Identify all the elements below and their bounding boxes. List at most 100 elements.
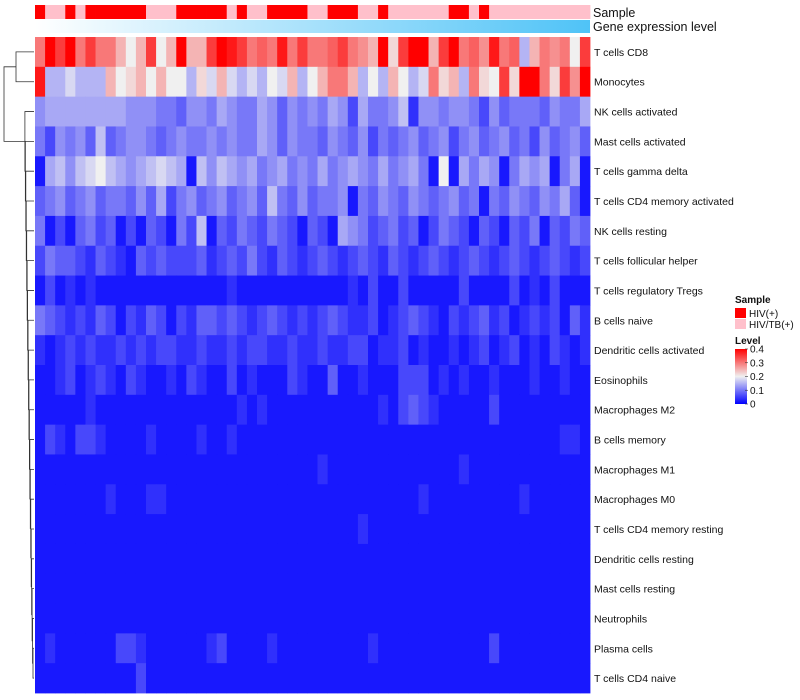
heatmap-cell [368, 335, 379, 366]
heatmap-cell [196, 186, 207, 217]
heatmap-cell [479, 37, 490, 68]
heatmap-cell [579, 484, 591, 515]
heatmap-cell [438, 633, 450, 664]
heatmap-cell [499, 573, 510, 604]
heatmap-cell [479, 275, 490, 306]
sample-cell [489, 5, 500, 19]
heatmap-cell [337, 66, 349, 98]
row-label: Dendritic cells resting [594, 554, 694, 566]
heatmap-cell [226, 66, 238, 98]
heatmap-cell [569, 365, 581, 396]
heatmap-cell [519, 543, 530, 575]
heatmap-cell [368, 66, 379, 98]
heatmap-cell [368, 514, 379, 545]
heatmap-cell [579, 335, 591, 366]
heatmap-cell [327, 96, 339, 127]
heatmap-cell [45, 126, 56, 157]
heatmap-cell [156, 454, 167, 485]
heatmap-cell [156, 275, 167, 306]
heatmap-cell [398, 126, 409, 157]
heatmap-cell [65, 126, 76, 157]
heatmap-cell [45, 96, 56, 127]
heatmap-cell [347, 37, 359, 68]
heatmap-cell [115, 305, 127, 336]
heatmap-cell [95, 215, 107, 247]
heatmap-cell [347, 96, 359, 127]
heatmap-cell [317, 335, 329, 366]
heatmap-cell [85, 573, 96, 604]
heatmap-cell [75, 454, 86, 485]
heatmap-cell [408, 633, 419, 664]
legend-tick-label: 0 [750, 400, 756, 411]
heatmap-cell [216, 454, 228, 485]
heatmap-cell [176, 245, 187, 276]
heatmap-cell [196, 663, 207, 694]
heatmap-cell [539, 126, 551, 157]
heatmap-cell [35, 484, 46, 515]
heatmap-cell [559, 424, 571, 455]
legend-tick-label: 0.2 [750, 372, 764, 383]
heatmap-cell [458, 96, 470, 127]
sample-cell [317, 5, 329, 19]
heatmap-cell [579, 543, 591, 575]
heatmap-cell [257, 186, 268, 217]
heatmap-cell [166, 454, 177, 485]
heatmap-cell [35, 156, 46, 187]
heatmap-cell [35, 66, 46, 98]
heatmap-cell [327, 37, 339, 68]
heatmap-cell [156, 96, 167, 127]
heatmap-cell [489, 514, 500, 545]
sample-cell [519, 5, 530, 19]
heatmap-cell [277, 663, 288, 694]
heatmap-cell [479, 156, 490, 187]
heatmap-cell [216, 275, 228, 306]
sample-cell [156, 5, 167, 19]
heatmap-cell [196, 37, 207, 68]
heatmap-cell [65, 215, 76, 247]
heatmap-cell [569, 424, 581, 455]
heatmap-cell [85, 514, 96, 545]
heatmap-cell [216, 543, 228, 575]
heatmap-cell [549, 603, 561, 634]
heatmap-cell [579, 305, 591, 336]
heatmap-cell [277, 215, 288, 247]
heatmap-cell [438, 484, 450, 515]
heatmap-cell [115, 245, 127, 276]
heatmap-cell [297, 335, 308, 366]
heatmap-cell [95, 633, 107, 664]
heatmap-cell [509, 186, 520, 217]
heatmap-cell [246, 394, 258, 426]
sample-annotation-label: Sample [593, 6, 635, 20]
heatmap-cell [226, 96, 238, 127]
heatmap-cell [569, 96, 581, 127]
heatmap-cell [156, 365, 167, 396]
heatmap-cell [257, 484, 268, 515]
heatmap-cell [388, 394, 399, 426]
heatmap-cell [398, 543, 409, 575]
heatmap-cell [519, 37, 530, 68]
sample-cell [277, 5, 288, 19]
heatmap-cells [35, 37, 591, 694]
heatmap-cell [468, 484, 480, 515]
heatmap-cell [55, 156, 66, 187]
heatmap-cell [559, 633, 571, 664]
heatmap-cell [135, 66, 147, 98]
heatmap-cell [337, 335, 349, 366]
heatmap-cell [539, 156, 551, 187]
heatmap-cell [539, 215, 551, 247]
heatmap-cell [398, 454, 409, 485]
heatmap-cell [499, 663, 510, 694]
heatmap-cell [398, 514, 409, 545]
heatmap-cell [519, 394, 530, 426]
heatmap-cell [267, 37, 278, 68]
heatmap-cell [105, 186, 117, 217]
heatmap-cell [347, 126, 359, 157]
heatmap-cell [257, 543, 268, 575]
heatmap-cell [398, 215, 409, 247]
heatmap-cell [317, 37, 329, 68]
heatmap-cell [156, 633, 167, 664]
heatmap-cell [398, 96, 409, 127]
heatmap-cell [529, 603, 540, 634]
heatmap-cell [519, 424, 530, 455]
heatmap-cell [388, 543, 399, 575]
